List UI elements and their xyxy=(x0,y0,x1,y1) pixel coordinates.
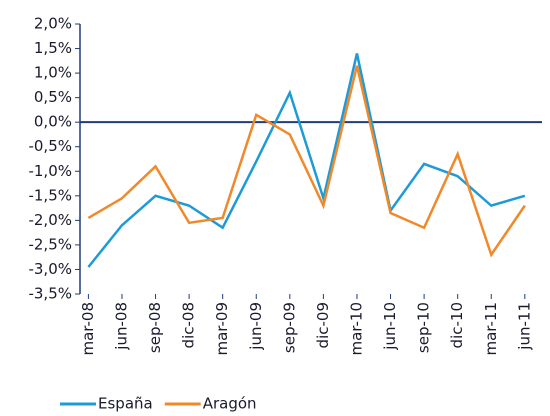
x-tick-label: sep-09 xyxy=(280,302,298,353)
x-tick-label: mar-09 xyxy=(213,302,231,356)
x-tick-label: mar-08 xyxy=(79,302,97,356)
y-tick-label: -1,0% xyxy=(28,162,72,180)
x-tick-label: dic-10 xyxy=(448,302,466,348)
x-tick-label: jun-11 xyxy=(515,302,533,351)
x-tick-label: jun-09 xyxy=(247,302,265,351)
series-line xyxy=(87,65,526,258)
x-tick-label: jun-10 xyxy=(381,302,399,351)
legend-label: Aragón xyxy=(203,395,257,413)
y-tick-label: 1,5% xyxy=(34,39,72,57)
y-tick-label: -1,5% xyxy=(28,186,72,204)
x-tick-label: dic-09 xyxy=(314,302,332,348)
y-tick-label: -3,5% xyxy=(28,285,72,303)
x-tick-label: sep-10 xyxy=(415,302,433,353)
y-tick-label: -2,0% xyxy=(28,211,72,229)
y-tick-label: 1,0% xyxy=(34,64,72,82)
y-tick-label: 0,5% xyxy=(34,88,72,106)
x-tick-label: dic-08 xyxy=(180,302,198,348)
y-tick-label: 2,0% xyxy=(34,15,72,33)
x-tick-label: sep-08 xyxy=(146,302,164,353)
y-tick-label: -0,5% xyxy=(28,137,72,155)
series-line xyxy=(87,53,526,268)
y-tick-label: -2,5% xyxy=(28,235,72,253)
y-tick-label: -3,0% xyxy=(28,260,72,278)
x-tick-label: mar-11 xyxy=(482,302,500,356)
x-tick-label: jun-08 xyxy=(112,302,130,351)
y-tick-label: 0,0% xyxy=(34,113,72,131)
legend-label: España xyxy=(98,395,153,413)
x-tick-label: mar-10 xyxy=(347,302,365,356)
